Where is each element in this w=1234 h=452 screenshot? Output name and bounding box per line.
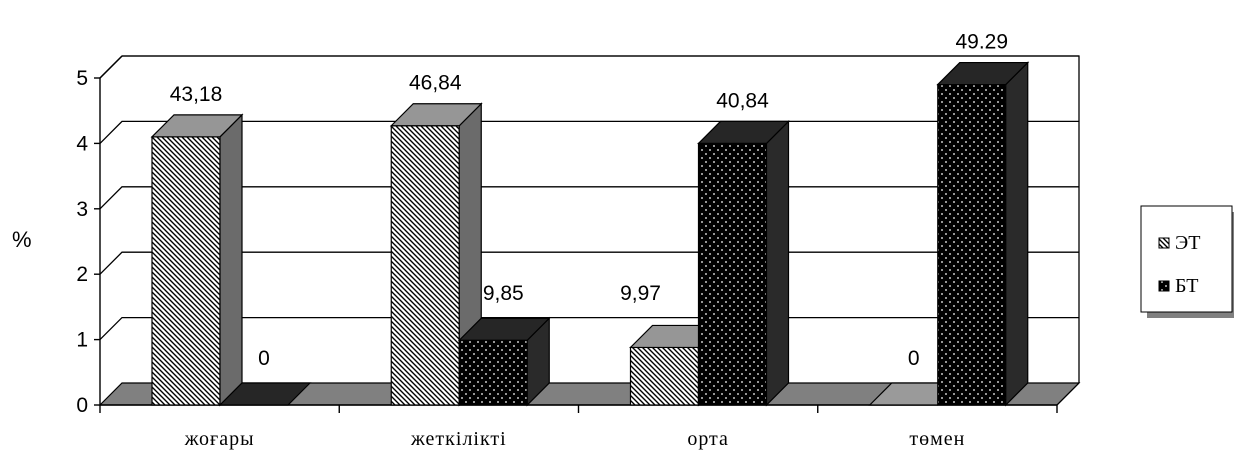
bar-top <box>936 61 1030 86</box>
y-tick-label: 1 <box>76 329 88 352</box>
gridline <box>99 186 1079 210</box>
bar <box>457 316 551 407</box>
x-category-label: жеткілікті <box>410 428 507 450</box>
floor-right-edge <box>1056 382 1080 406</box>
bar-top <box>457 317 551 341</box>
y-tick-label: 3 <box>76 198 88 221</box>
bar-top <box>389 103 483 127</box>
bar <box>150 113 244 407</box>
gridline <box>99 316 1079 341</box>
bar-front <box>458 339 528 406</box>
bar-top <box>697 120 790 144</box>
legend: ЭТ БТ <box>1140 205 1234 318</box>
x-category-label: жоғары <box>184 428 255 450</box>
data-label: 43,18 <box>170 83 223 106</box>
y-tick-label: 0 <box>76 394 88 417</box>
data-label: 9,97 <box>620 282 661 305</box>
legend-swatch-et <box>1158 237 1170 249</box>
data-label: 9,85 <box>483 282 524 305</box>
plot-walls <box>99 55 1080 383</box>
gridline <box>99 55 1079 79</box>
bar-side <box>219 113 243 407</box>
bar-front <box>390 125 460 406</box>
back-wall-outline <box>122 55 1080 383</box>
bar-side <box>765 119 790 407</box>
bar-zero <box>218 382 312 406</box>
x-category-label: төмен <box>909 428 965 450</box>
bar-front <box>151 136 221 406</box>
data-label: 46,84 <box>409 72 462 95</box>
gridline <box>99 120 1079 144</box>
bar-side <box>1005 61 1029 407</box>
data-label: 40,84 <box>716 89 769 112</box>
bar-top <box>150 114 244 138</box>
y-tick-labels: 0 1 2 3 4 5 <box>76 67 88 417</box>
bar-front <box>937 83 1007 406</box>
y-axis-label: % <box>12 227 32 252</box>
gridlines <box>99 55 1079 341</box>
legend-box <box>1140 205 1233 313</box>
bar-front <box>697 142 768 406</box>
x-category-labels: жоғары жеткілікті орта төмен <box>184 428 965 450</box>
legend-label-et: ЭТ <box>1175 232 1200 254</box>
bar <box>697 119 790 407</box>
legend-label-bt: БТ <box>1175 275 1198 297</box>
bars <box>150 61 1030 407</box>
gridline <box>99 251 1079 275</box>
y-tick-label: 4 <box>76 132 88 155</box>
legend-swatch-bt <box>1158 280 1170 292</box>
data-label: 49.29 <box>955 31 1008 54</box>
data-label: 0 <box>258 347 270 370</box>
bar <box>218 382 312 406</box>
y-tick-label: 2 <box>76 263 88 286</box>
x-category-label: орта <box>687 428 729 450</box>
data-labels: 43,18 46,84 9,97 0 0 9,85 40,84 49.29 <box>170 31 1008 370</box>
bar <box>936 61 1030 407</box>
y-tick-label: 5 <box>76 67 88 90</box>
data-label: 0 <box>908 347 920 370</box>
plot-area: 43,18 46,84 9,97 0 0 9,85 40,84 49.29 <box>94 31 1081 413</box>
bar-front <box>629 346 700 406</box>
